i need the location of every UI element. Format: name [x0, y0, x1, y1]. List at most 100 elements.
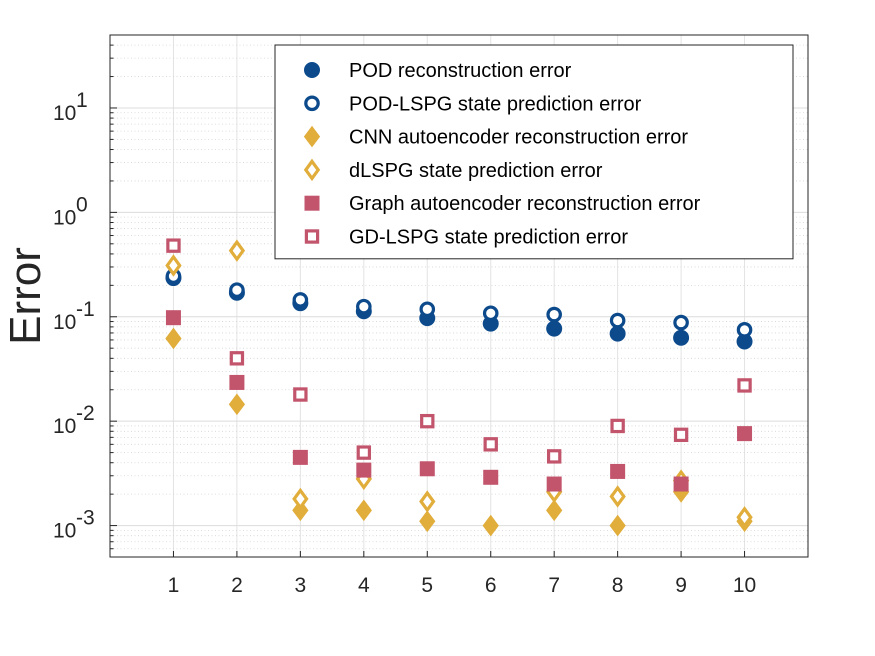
x-tick-label: 6	[485, 574, 497, 597]
data-point	[292, 449, 308, 465]
data-point	[609, 485, 626, 508]
legend-entry: POD-LSPG state prediction error	[304, 93, 642, 115]
data-point	[483, 437, 498, 452]
data-point	[609, 312, 626, 329]
data-point	[736, 506, 753, 529]
legend-label: POD-LSPG state prediction error	[349, 93, 642, 115]
x-tick-label: 3	[295, 574, 307, 597]
data-point	[546, 306, 562, 323]
series-cnn-autoencoder-reconstruction-error	[165, 327, 753, 537]
series-pod-reconstruction-error	[165, 270, 753, 350]
legend-entry: POD reconstruction error	[304, 60, 572, 82]
data-point	[292, 487, 309, 511]
data-point	[229, 351, 245, 366]
data-point	[673, 427, 689, 443]
data-point	[355, 499, 372, 522]
data-point	[482, 305, 499, 322]
data-point	[293, 387, 308, 402]
data-point	[483, 469, 499, 485]
data-point	[673, 314, 689, 331]
data-point	[610, 418, 625, 434]
series-graph-autoencoder-reconstruction-error	[165, 310, 753, 492]
data-point	[546, 476, 562, 492]
y-tick-exponent: -3	[76, 507, 95, 530]
y-tick-label: 101	[53, 89, 88, 125]
y-axis-label: Error	[1, 247, 50, 345]
data-point	[736, 322, 753, 338]
data-point	[165, 310, 181, 326]
data-point	[610, 463, 626, 479]
y-tick-base: 10	[53, 102, 76, 125]
series-pod-lspg-state-prediction-error	[165, 268, 753, 338]
y-tick-label: 10-3	[53, 507, 95, 543]
legend-marker	[304, 62, 320, 78]
y-tick-label: 100	[53, 193, 88, 229]
data-point	[356, 445, 372, 460]
legend-entry: Graph autoencoder reconstruction error	[304, 193, 701, 215]
x-tick-label: 10	[733, 574, 756, 597]
data-point	[673, 329, 690, 346]
legend-label: Graph autoencoder reconstruction error	[349, 193, 701, 215]
data-point	[356, 462, 372, 478]
data-point	[292, 292, 309, 308]
data-point	[356, 298, 372, 315]
x-tick-label: 5	[421, 574, 433, 597]
legend-label: POD reconstruction error	[349, 60, 572, 82]
y-tick-base: 10	[53, 311, 76, 334]
plot-frame	[109, 34, 809, 558]
x-tick-label: 8	[612, 574, 624, 597]
legend-marker	[304, 229, 320, 244]
data-point	[228, 393, 246, 416]
x-tick-label: 4	[358, 574, 370, 597]
data-markers	[165, 238, 753, 537]
legend-marker	[304, 95, 320, 112]
data-point	[419, 461, 435, 477]
data-point	[419, 510, 436, 533]
y-tick-exponent: 0	[76, 193, 88, 216]
legend-entry: GD-LSPG state prediction error	[304, 227, 628, 249]
x-tick-label: 9	[675, 574, 687, 597]
x-tick-label: 2	[231, 574, 243, 597]
y-tick-exponent: 1	[76, 89, 88, 112]
data-point	[673, 476, 689, 492]
y-tick-label: 10-1	[53, 298, 95, 334]
data-point	[482, 514, 499, 537]
data-point	[546, 499, 563, 522]
data-point	[165, 327, 182, 350]
x-tick-label: 7	[548, 574, 560, 597]
legend-box	[274, 44, 794, 260]
y-tick-exponent: -2	[76, 402, 95, 425]
legend-label: GD-LSPG state prediction error	[349, 227, 628, 249]
data-point	[420, 413, 435, 429]
axis-ticks	[110, 34, 746, 558]
legend-entry: CNN autoencoder reconstruction error	[303, 125, 688, 149]
x-tick-labels: 1 2 3 4 5 6 7 8 9 10	[168, 574, 757, 597]
legend-entry: dLSPG state prediction error	[303, 158, 603, 182]
data-point	[419, 301, 436, 318]
y-tick-exponent: -1	[76, 298, 95, 321]
y-tick-base: 10	[53, 520, 76, 543]
legend: POD reconstruction error POD-LSPG state p…	[274, 44, 794, 260]
legend-label: CNN autoencoder reconstruction error	[349, 127, 688, 149]
legend-marker	[303, 158, 321, 182]
y-tick-label: 10-2	[53, 402, 95, 438]
legend-marker	[304, 195, 320, 211]
data-point	[229, 374, 245, 390]
x-tick-label: 1	[168, 574, 180, 597]
data-point	[228, 239, 246, 262]
series-dlspg-state-prediction-error	[165, 239, 753, 529]
data-point	[165, 254, 182, 277]
data-point	[546, 449, 562, 464]
data-point	[229, 282, 245, 298]
legend-marker	[303, 125, 321, 148]
data-point	[737, 426, 753, 442]
data-point	[609, 514, 626, 537]
data-point	[419, 490, 436, 513]
data-point	[737, 378, 752, 393]
data-point	[166, 238, 181, 253]
data-point	[546, 320, 563, 337]
y-tick-base: 10	[53, 206, 76, 229]
y-tick-base: 10	[53, 415, 76, 438]
